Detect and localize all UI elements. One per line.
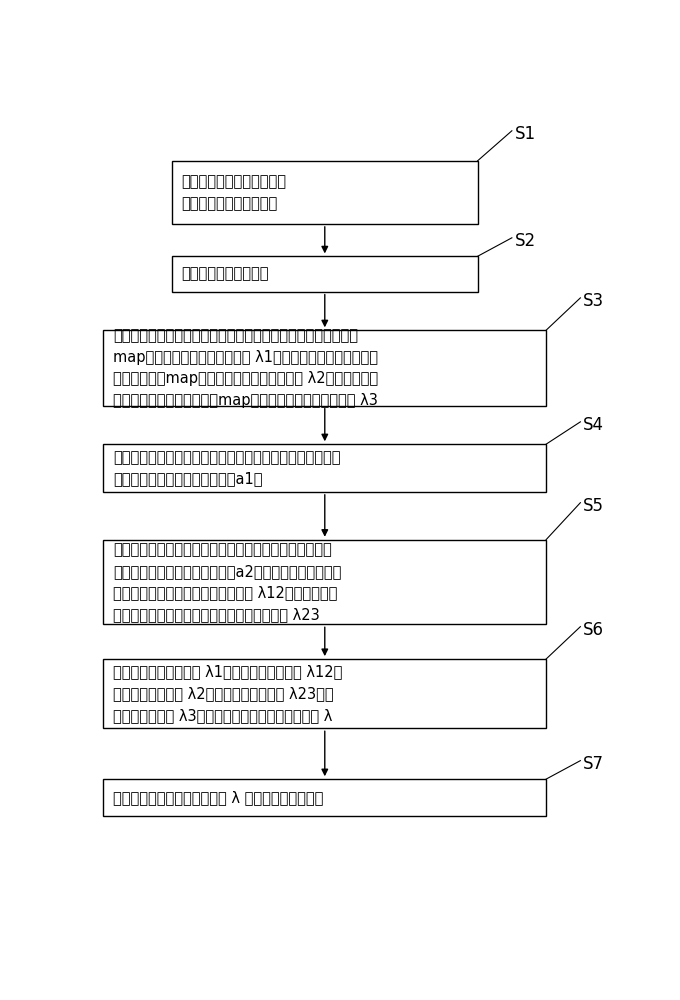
Text: 获取发动机转速和负荷: 获取发动机转速和负荷 [182, 266, 269, 282]
Text: S2: S2 [515, 232, 536, 250]
Text: 根据目标过量空气系数 λ1、目标过量空气系数 λ12、
目标过量空气系数 λ2、目标过量空气系数 λ23和目
标过量空气系数 λ3，构建动态的目标过量空气系数 : 根据目标过量空气系数 λ1、目标过量空气系数 λ12、 目标过量空气系数 λ2、… [113, 665, 342, 723]
Text: S6: S6 [583, 621, 604, 639]
Text: S5: S5 [583, 497, 604, 515]
Bar [103, 540, 546, 624]
Text: S3: S3 [583, 292, 604, 310]
Bar [172, 161, 477, 224]
Text: S4: S4 [583, 416, 604, 434]
Bar [103, 659, 546, 728]
Text: 根据催化器状态和催化器运行时间，查找新鲜至稳定态的平
滑系数曲线，查得第一平滑系数a1；: 根据催化器状态和催化器运行时间，查找新鲜至稳定态的平 滑系数曲线，查得第一平滑系… [113, 450, 341, 486]
Text: 根据发动机转速和负荷，查找新鲜状态催化器目标过量空气系数
map表，得到目标过量空气系数 λ1；查找稳定状态催化器目标
过量空气系数map表，得到目标过量空气系: 根据发动机转速和负荷，查找新鲜状态催化器目标过量空气系数 map表，得到目标过量… [113, 328, 378, 408]
Text: S1: S1 [515, 125, 536, 143]
Bar [103, 444, 546, 492]
Text: 根据催化器状态和催化器储氧量，查找稳定至老化态的平
滑系数曲线，查得第二平滑系数a2；利用公式，计算出新
鲜至稳定态之间的目标过量空气系数 λ12，利用公式，
: 根据催化器状态和催化器储氧量，查找稳定至老化态的平 滑系数曲线，查得第二平滑系数… [113, 542, 341, 622]
Text: 根据动态的目标过量空气系数 λ 调整催化器效率窗口: 根据动态的目标过量空气系数 λ 调整催化器效率窗口 [113, 790, 323, 805]
Bar [172, 256, 477, 292]
Text: S7: S7 [583, 755, 604, 773]
Text: 判断催化器是否处于新鲜状
态、稳定状态或老化状态: 判断催化器是否处于新鲜状 态、稳定状态或老化状态 [182, 174, 286, 211]
Bar [103, 779, 546, 816]
Bar [103, 330, 546, 406]
